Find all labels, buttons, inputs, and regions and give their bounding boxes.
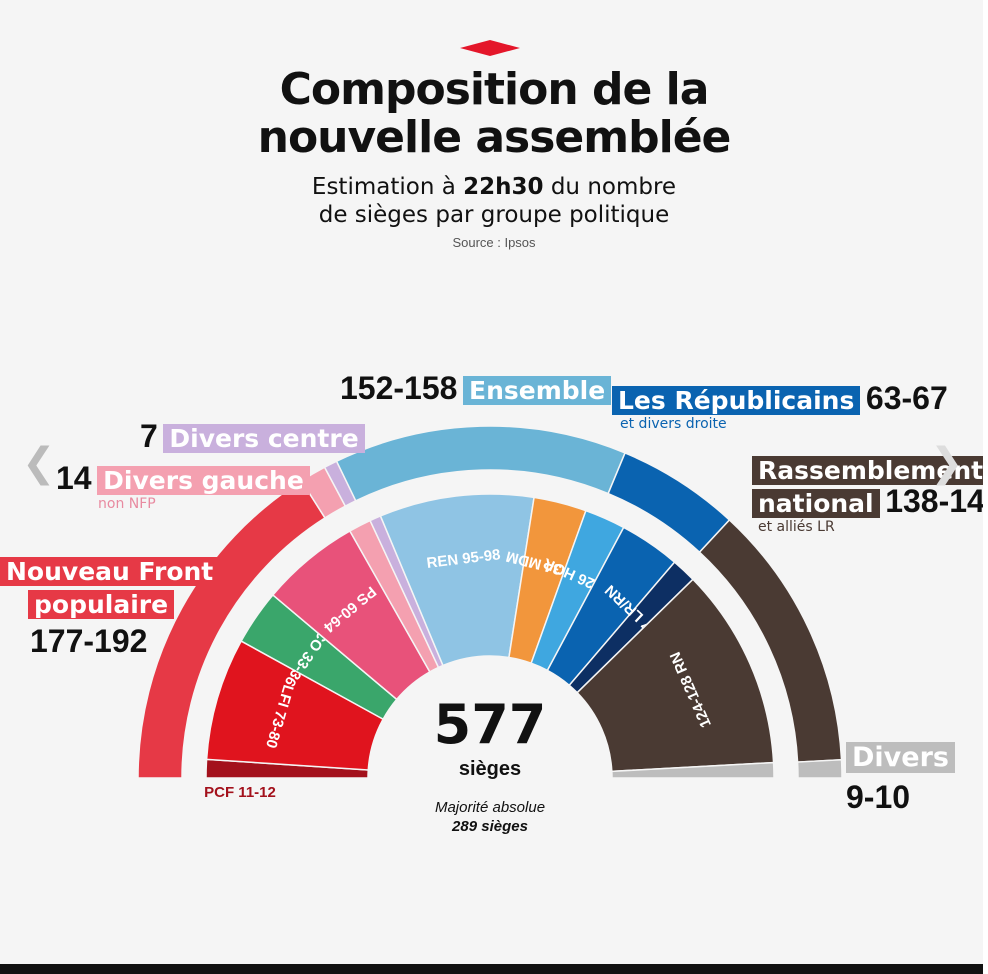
total-seats: 577 [433,693,547,756]
ensemble-name: Ensemble [463,376,612,405]
label-ensemble: 152-158 Ensemble [340,370,612,406]
rn-range: 138-145 [885,483,988,519]
majority-label: Majorité absolue [434,799,546,816]
diamond-icon [460,40,520,56]
rn-note: et alliés LR [758,519,835,535]
divers-gauche-count: 14 [56,460,92,496]
lr-range: 63-67 [865,380,948,416]
divers-centre-count: 7 [140,418,158,454]
divers-gauche-note: non NFP [98,496,156,512]
arc-inner-rn [576,578,775,773]
arc-inner-divers [611,761,775,779]
nfp-range: 177-192 [30,623,148,659]
majority-value: 289 sièges [452,818,528,835]
subtitle-pre: Estimation à [311,174,464,200]
divers-gauche-name: Divers gauche [97,466,310,495]
bottom-bar [0,964,988,974]
arc-ensemble [335,425,627,502]
rn-name: Rassemblement [752,456,988,485]
right-edge [983,0,988,974]
label-divers: Divers 9-10 [846,742,955,813]
divers-centre-name: Divers centre [163,424,365,453]
majority-box: Majorité absolue 289 sièges [380,798,600,836]
title-line-1: Composition de la [279,64,710,115]
nfp-name: Nouveau Front [0,557,220,586]
subtitle: Estimation à 22h30 du nombre de sièges p… [0,173,988,229]
lr-name: Les Républicains [612,386,861,415]
arc-divers [796,758,843,779]
label-lr: Les Républicains 63-67 et divers droite [612,382,948,431]
subtitle-line-2: de sièges par groupe politique [318,202,670,228]
source: Source : Ipsos [452,235,536,250]
rn-name-2: national [752,489,880,518]
subtitle-time: 22h30 [463,174,544,200]
subtitle-post: du nombre [543,174,677,200]
label-nfp: Nouveau Front populaire 177-192 [0,557,220,659]
label-divers-centre: 7 Divers centre [140,420,365,453]
prev-arrow-icon[interactable]: ❮ [22,440,56,486]
divers-name: Divers [846,742,955,773]
page-title: Composition de la nouvelle assemblée [0,66,988,162]
label-divers-gauche: 14 Divers gauche non NFP [56,462,310,511]
next-arrow-icon[interactable]: ❯ [930,440,964,486]
label-pcf: PCF 11-12 [204,784,276,801]
nfp-name-2: populaire [28,590,175,619]
divers-range: 9-10 [846,779,911,815]
lr-note: et divers droite [620,416,727,432]
total-seats-label: sièges [458,758,522,780]
label-rn: Rassemblement national 138-145 et alliés… [752,456,988,534]
title-line-2: nouvelle assemblée [257,112,732,163]
ensemble-range: 152-158 [340,370,458,406]
